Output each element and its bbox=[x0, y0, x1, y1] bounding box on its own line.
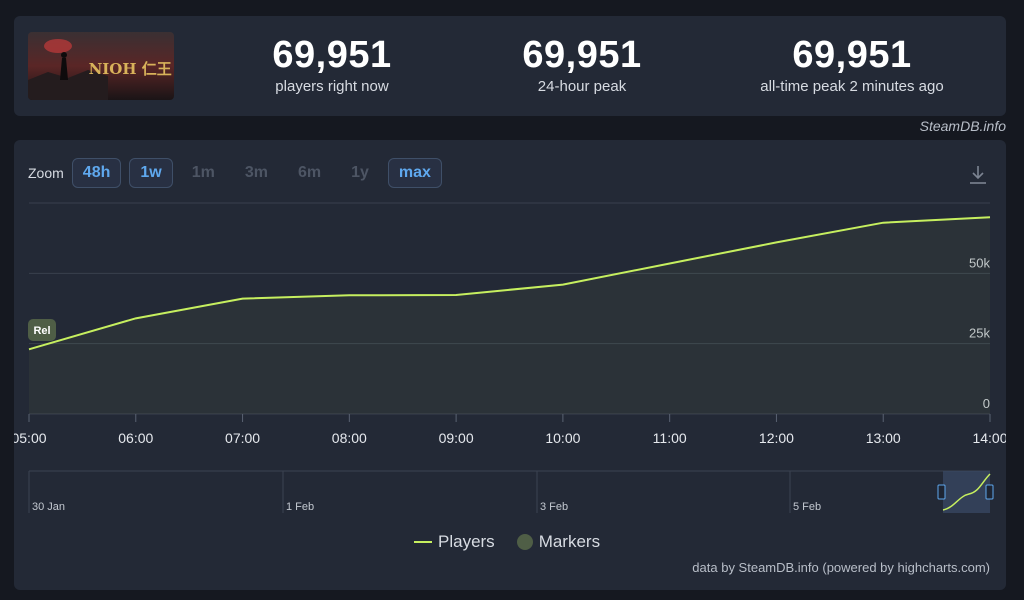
zoom-1y-button[interactable]: 1y bbox=[351, 164, 369, 181]
navigator-label: 5 Feb bbox=[793, 501, 821, 513]
x-tick-label: 07:00 bbox=[225, 430, 260, 446]
release-marker-label: Rel bbox=[33, 325, 50, 337]
players-chart: 0 25k 50k 05:00 06:00 07:00 08:00 09:00 10:00 11:… bbox=[14, 202, 1006, 513]
stat-value: 69,951 bbox=[792, 34, 912, 76]
zoom-6m-button[interactable]: 6m bbox=[297, 164, 322, 181]
stat-label: all-time peak 2 minutes ago bbox=[760, 78, 944, 95]
zoom-max-button[interactable]: max bbox=[387, 158, 442, 188]
stats-card: NIOH 仁王 3 69,951 players right now 69,95… bbox=[14, 16, 1006, 116]
steamdb-credit[interactable]: SteamDB.info bbox=[919, 118, 1006, 134]
zoom-3m-button[interactable]: 3m bbox=[244, 164, 268, 181]
release-marker bbox=[28, 319, 56, 341]
x-tick-label: 13:00 bbox=[866, 430, 901, 446]
x-tick-label: 12:00 bbox=[759, 430, 794, 446]
x-tick-label: 14:00 bbox=[972, 430, 1006, 446]
players-line-swatch bbox=[414, 541, 432, 543]
zoom-1m-button[interactable]: 1m bbox=[191, 164, 215, 181]
navigator-label: 1 Feb bbox=[286, 501, 314, 513]
x-tick-label: 08:00 bbox=[332, 430, 367, 446]
legend-players[interactable]: Players bbox=[414, 532, 495, 552]
stat-value: 69,951 bbox=[522, 34, 642, 76]
highcharts-credit[interactable]: data by SteamDB.info (powered by highcha… bbox=[692, 560, 990, 575]
players-line bbox=[28, 216, 991, 351]
stat-value: 69,951 bbox=[272, 34, 392, 76]
x-tick-label: 09:00 bbox=[439, 430, 474, 446]
x-tick-label: 05:00 bbox=[14, 430, 47, 446]
legend-markers[interactable]: Markers bbox=[516, 532, 601, 552]
markers-dot-swatch bbox=[516, 534, 533, 550]
stat-all-time-peak: 69,951 all-time peak 2 minutes ago bbox=[732, 34, 972, 95]
zoom-label: Zoom bbox=[28, 165, 64, 181]
zoom-controls: Zoom 48h 1w 1m 3m 6m 1y max bbox=[28, 158, 450, 188]
y-tick-label: 25k bbox=[969, 326, 990, 341]
game-logo-text: NIOH 仁王 3 bbox=[89, 60, 174, 78]
y-tick-label: 0 bbox=[983, 396, 990, 411]
chart-card: 0 25k 50k 05:00 06:00 07:00 08:00 09:00 10:00 11:… bbox=[14, 140, 1006, 590]
navigator-line bbox=[942, 473, 991, 511]
download-icon[interactable] bbox=[968, 164, 988, 191]
x-tick-label: 11:00 bbox=[653, 430, 687, 446]
players-area bbox=[29, 217, 990, 414]
stat-players-now: 69,951 players right now bbox=[232, 34, 432, 95]
x-tick-label: 06:00 bbox=[118, 430, 153, 446]
zoom-1w-button[interactable]: 1w bbox=[129, 158, 173, 188]
y-tick-label: 50k bbox=[969, 255, 990, 270]
legend-players-label: Players bbox=[438, 532, 495, 551]
navigator-label: 30 Jan bbox=[32, 501, 65, 513]
game-logo[interactable]: NIOH 仁王 3 bbox=[28, 32, 174, 100]
x-tick-label: 10:00 bbox=[545, 430, 580, 446]
stat-label: players right now bbox=[275, 78, 389, 95]
chart-legend: Players Markers bbox=[414, 532, 622, 552]
navigator-handle-right bbox=[985, 484, 994, 500]
legend-markers-label: Markers bbox=[538, 532, 601, 551]
navigator-handle-left bbox=[937, 484, 946, 500]
stat-label: 24-hour peak bbox=[537, 78, 627, 95]
zoom-48h-button[interactable]: 48h bbox=[71, 158, 122, 188]
stat-24h-peak: 69,951 24-hour peak bbox=[482, 34, 682, 95]
navigator-label: 3 Feb bbox=[540, 501, 568, 513]
